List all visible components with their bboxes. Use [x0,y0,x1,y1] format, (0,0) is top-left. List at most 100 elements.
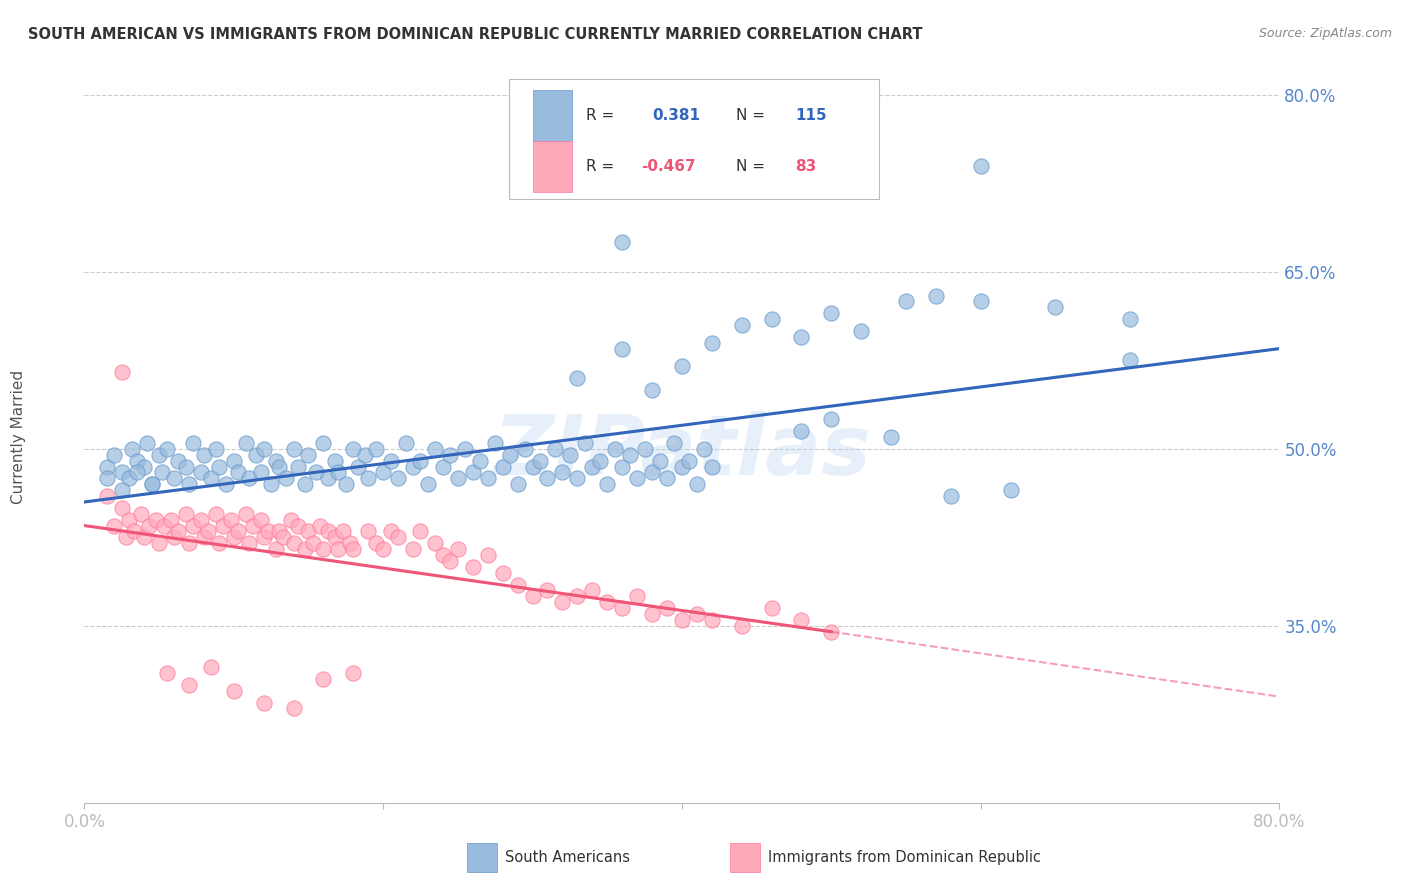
Point [641,607,664,621]
Point [700,335,723,350]
Point [551,466,574,480]
Point [287,459,309,474]
Point [155,442,177,456]
Point [122,524,145,539]
Point [596,595,619,609]
Point [283,536,305,550]
Point [346,459,368,474]
Point [790,330,813,344]
Text: 83: 83 [796,159,817,174]
Point [118,513,141,527]
Point [581,583,603,598]
Point [200,471,222,485]
Point [332,524,354,539]
Point [439,448,461,462]
Point [820,624,842,639]
Point [111,466,134,480]
Point [484,436,506,450]
Point [678,453,700,467]
Point [260,477,283,491]
Point [155,666,177,681]
Point [342,442,364,456]
FancyBboxPatch shape [533,90,572,141]
Point [267,524,290,539]
Point [238,536,260,550]
Point [190,466,212,480]
Text: R =: R = [586,108,620,123]
Point [970,159,993,173]
Point [939,489,962,503]
Point [297,448,319,462]
Point [567,371,589,385]
Point [492,459,515,474]
Point [294,542,316,557]
Point [536,471,558,485]
Point [222,530,245,544]
Point [432,548,454,562]
Point [96,459,118,474]
Point [499,448,522,462]
Point [280,513,302,527]
Point [567,471,589,485]
Text: N =: N = [735,108,765,123]
Text: 115: 115 [796,108,827,123]
Point [610,235,633,250]
FancyBboxPatch shape [730,843,759,872]
Point [297,524,319,539]
Point [529,453,551,467]
Point [700,613,723,627]
Point [177,678,200,692]
Point [150,466,173,480]
Point [619,448,641,462]
Point [425,536,447,550]
Point [205,442,228,456]
Point [1000,483,1022,498]
Point [581,459,603,474]
Point [328,466,350,480]
Point [257,524,280,539]
Point [316,471,339,485]
Point [536,583,558,598]
Point [610,342,633,356]
Point [111,365,134,379]
Point [633,442,655,456]
Point [416,477,439,491]
Point [208,536,231,550]
Point [820,412,842,426]
Point [121,442,143,456]
Point [264,453,287,467]
Point [111,483,134,498]
Text: Immigrants from Dominican Republic: Immigrants from Dominican Republic [768,850,1040,865]
Point [312,436,335,450]
Point [145,513,167,527]
Point [253,530,276,544]
Point [761,601,783,615]
Point [820,306,842,320]
Point [183,518,205,533]
Point [371,466,394,480]
Point [183,436,205,450]
Point [339,536,361,550]
Point [880,430,903,444]
Point [177,536,200,550]
Point [323,530,347,544]
Point [641,383,664,397]
Point [513,442,536,456]
Point [283,442,305,456]
Point [163,530,186,544]
Point [235,507,257,521]
Text: -0.467: -0.467 [641,159,696,174]
Point [274,471,297,485]
Point [522,459,544,474]
Point [357,471,380,485]
Point [103,448,125,462]
Point [271,530,294,544]
Point [603,442,626,456]
Point [447,542,470,557]
Point [226,524,249,539]
Point [132,530,156,544]
Point [731,318,754,332]
Point [136,436,159,450]
Point [226,466,249,480]
Point [522,590,544,604]
